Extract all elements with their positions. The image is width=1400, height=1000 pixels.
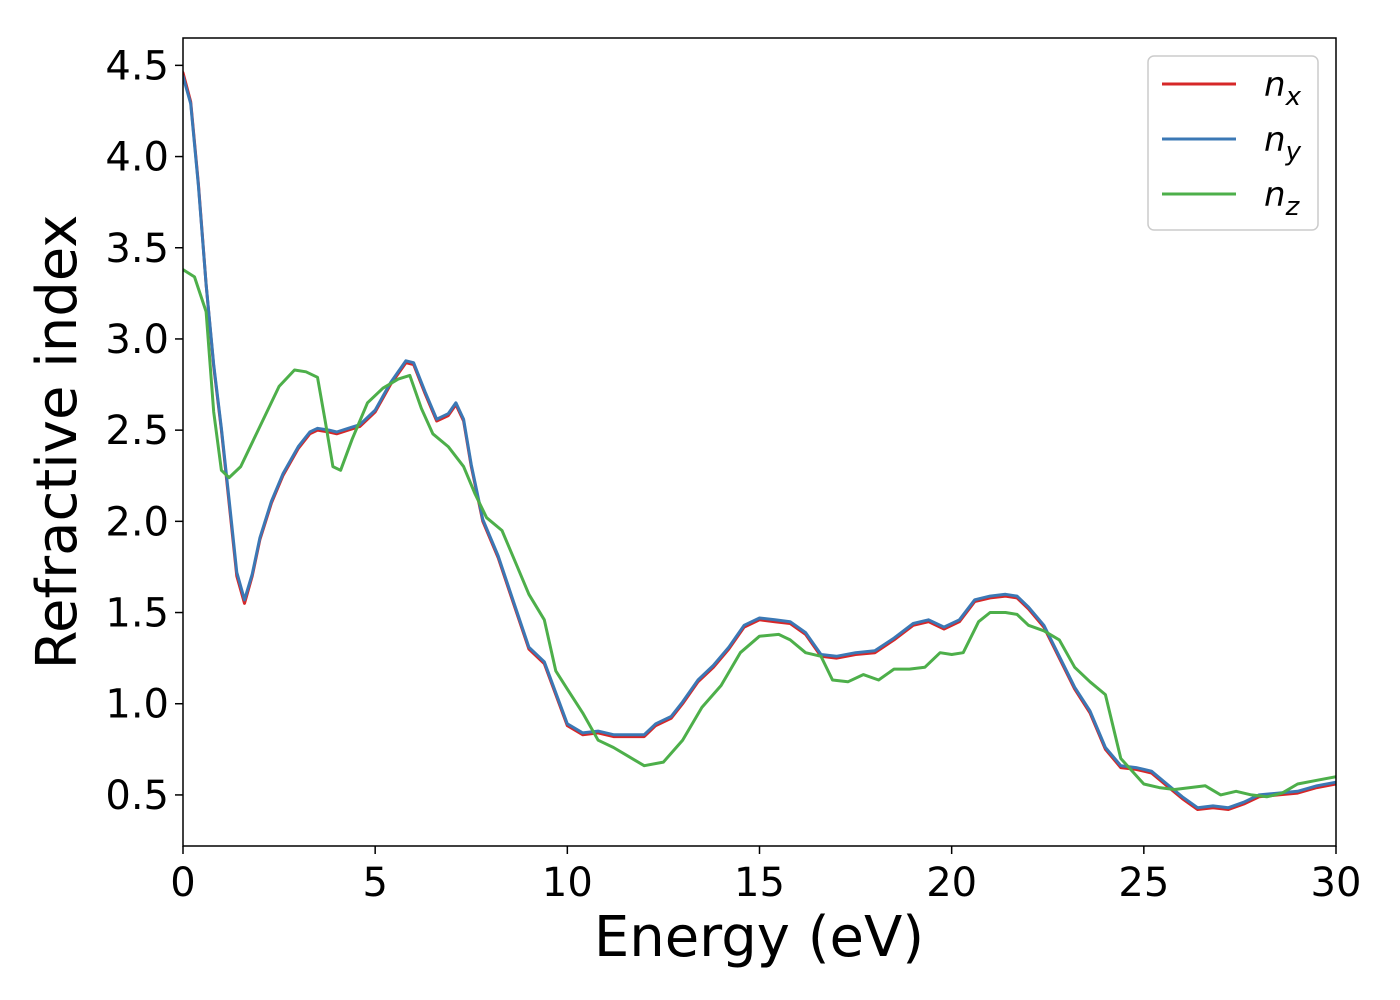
x-tick-label: 25 <box>1118 860 1169 906</box>
y-tick-label: 2.0 <box>105 499 169 545</box>
y-tick-label: 0.5 <box>105 773 169 819</box>
y-axis-title: Refractive index <box>25 215 90 670</box>
x-tick-label: 5 <box>362 860 387 906</box>
y-tick-label: 4.5 <box>105 43 169 89</box>
x-tick-label: 20 <box>926 860 977 906</box>
y-axis: 0.5 1.0 1.5 2.0 2.5 3.0 3.5 4.0 4.5 <box>105 43 183 819</box>
y-tick-label: 1.5 <box>105 591 169 637</box>
x-tick-label: 10 <box>542 860 593 906</box>
y-tick-label: 1.0 <box>105 682 169 728</box>
y-tick-label: 3.0 <box>105 317 169 363</box>
x-tick-label: 15 <box>734 860 785 906</box>
y-tick-label: 3.5 <box>105 226 169 272</box>
y-tick-label: 4.0 <box>105 135 169 181</box>
legend-box <box>1147 55 1319 231</box>
x-axis-title: Energy (eV) <box>594 905 924 970</box>
x-axis: 0 5 10 15 20 25 30 <box>170 846 1361 906</box>
series-line-n-y <box>183 74 1336 810</box>
series-layer <box>183 71 1336 811</box>
x-tick-label: 0 <box>170 860 195 906</box>
x-tick-label: 30 <box>1311 860 1362 906</box>
y-tick-label: 2.5 <box>105 408 169 454</box>
series-line-n-z <box>183 268 1336 799</box>
